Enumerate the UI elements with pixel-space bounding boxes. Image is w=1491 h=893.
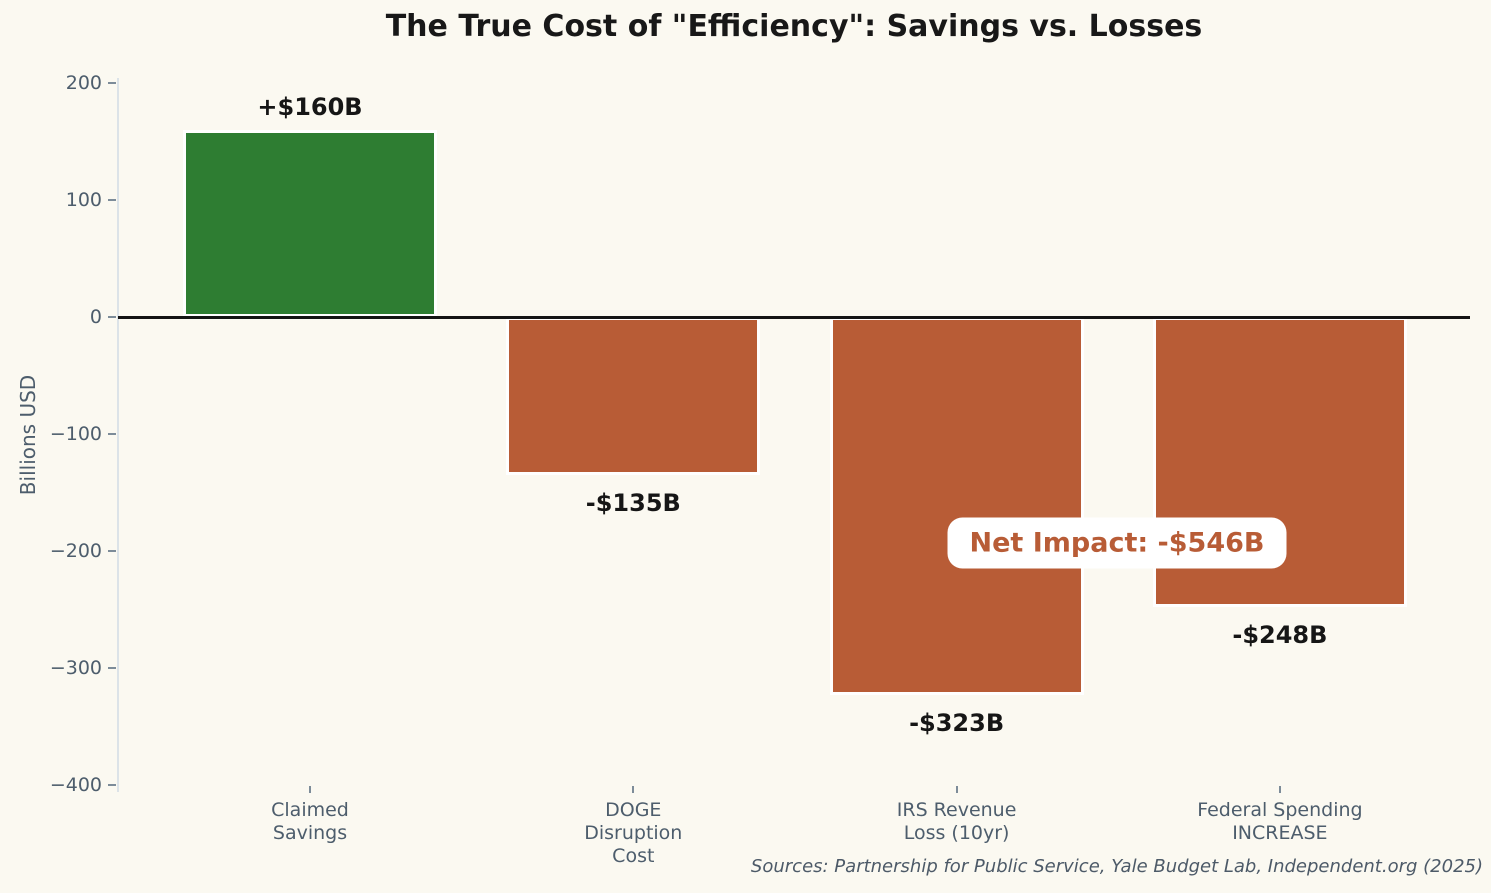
- x-tick-mark: [309, 786, 311, 793]
- chart-title: The True Cost of "Efficiency": Savings v…: [385, 9, 1203, 44]
- bar-value-label: -$135B: [585, 488, 681, 517]
- source-note: Sources: Partnership for Public Service,…: [750, 856, 1483, 877]
- y-tick-mark: [108, 316, 116, 318]
- y-tick-mark: [108, 784, 116, 786]
- y-axis-spine: [117, 78, 119, 792]
- x-tick-label: Federal Spending INCREASE: [1197, 799, 1363, 844]
- x-tick-label: Claimed Savings: [271, 799, 349, 844]
- zero-baseline: [118, 315, 1470, 319]
- y-tick-label: −200: [49, 540, 102, 562]
- y-tick-mark: [108, 667, 116, 669]
- x-tick-mark: [1278, 786, 1281, 793]
- x-tick-label: IRS Revenue Loss (10yr): [896, 799, 1017, 844]
- y-tick-label: 200: [65, 72, 102, 94]
- y-tick-mark: [108, 82, 116, 84]
- y-tick-mark: [108, 433, 116, 435]
- bar-value-label: +$160B: [257, 92, 363, 121]
- net-impact-annotation: Net Impact: -$546B: [947, 517, 1287, 569]
- y-tick-label: 0: [89, 306, 102, 328]
- y-tick-label: −100: [49, 423, 102, 445]
- x-tick-mark: [632, 786, 635, 793]
- y-tick-label: −400: [49, 774, 102, 796]
- bar: [506, 317, 761, 475]
- bar-value-label: -$248B: [1232, 621, 1328, 650]
- bar-value-label: -$323B: [909, 708, 1005, 737]
- bar: [829, 317, 1084, 695]
- y-tick-mark: [108, 199, 116, 201]
- bar: [183, 129, 437, 317]
- y-tick-mark: [108, 550, 116, 552]
- x-tick-mark: [955, 786, 958, 793]
- y-tick-label: −300: [49, 657, 102, 679]
- y-tick-label: 100: [65, 189, 102, 211]
- x-tick-label: DOGE Disruption Cost: [584, 799, 683, 867]
